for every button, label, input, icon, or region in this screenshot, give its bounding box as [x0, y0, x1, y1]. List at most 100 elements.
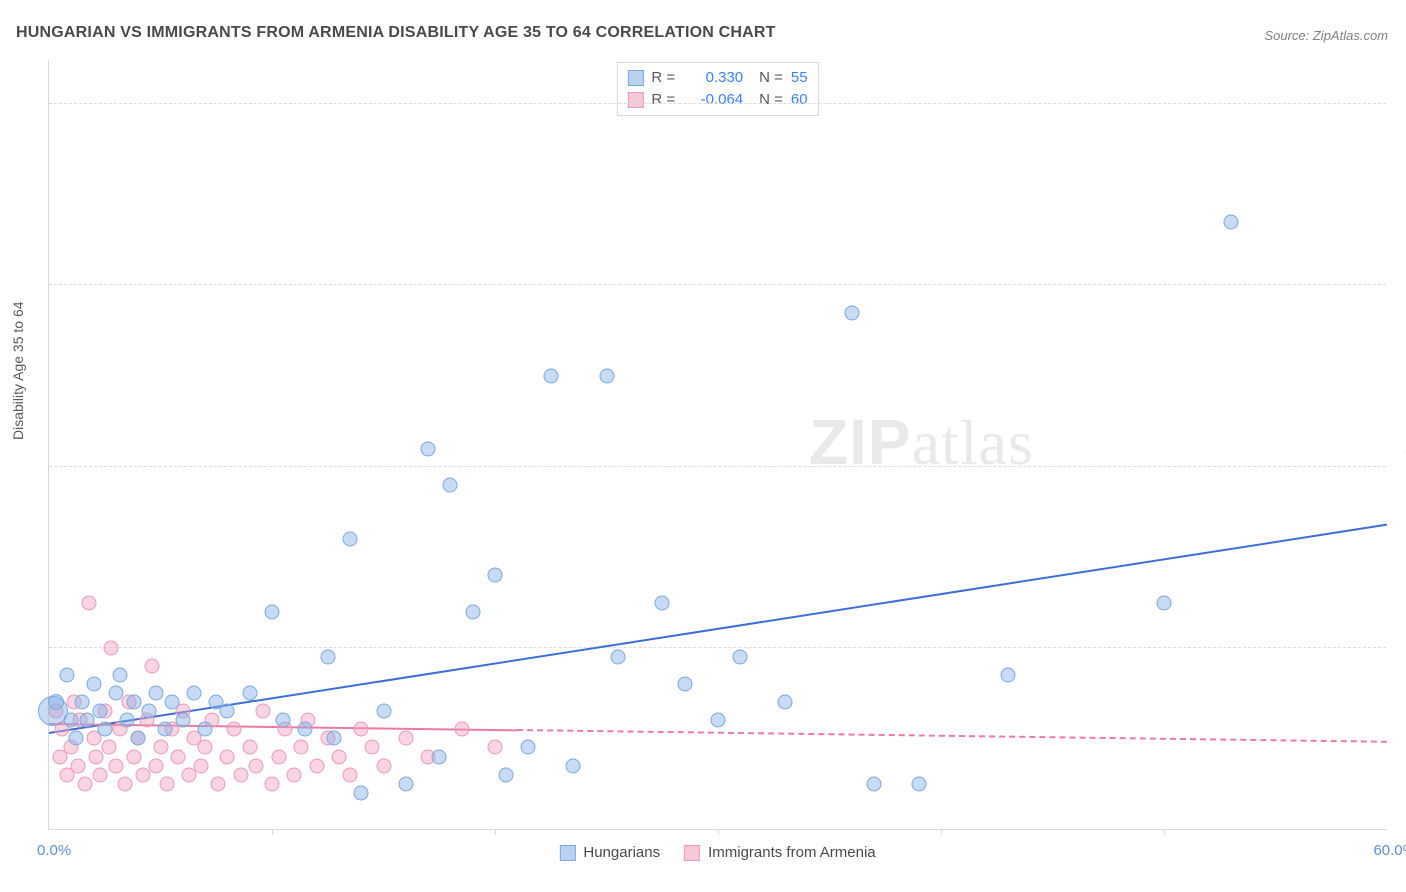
- data-point: [610, 649, 625, 664]
- legend-swatch-0: [559, 845, 575, 861]
- stats-legend-box: R = 0.330 N = 55 R = -0.064 N = 60: [616, 62, 818, 116]
- data-point: [108, 758, 123, 773]
- data-point: [271, 749, 286, 764]
- data-point: [376, 704, 391, 719]
- data-point: [59, 668, 74, 683]
- trend-line: [517, 729, 1387, 743]
- data-point: [117, 776, 132, 791]
- data-point: [844, 305, 859, 320]
- data-point: [227, 722, 242, 737]
- legend-swatch-1: [684, 845, 700, 861]
- watermark-zip: ZIP: [809, 406, 912, 478]
- n-value-1: 60: [791, 89, 808, 111]
- data-point: [543, 369, 558, 384]
- watermark-atlas: atlas: [912, 407, 1034, 478]
- data-point: [276, 713, 291, 728]
- data-point: [75, 695, 90, 710]
- data-point: [354, 785, 369, 800]
- data-point: [144, 658, 159, 673]
- data-point: [102, 740, 117, 755]
- r-label-0: R =: [651, 67, 675, 89]
- gridline: [49, 103, 1386, 104]
- data-point: [149, 758, 164, 773]
- data-point: [320, 649, 335, 664]
- data-point: [77, 776, 92, 791]
- data-point: [131, 731, 146, 746]
- data-point: [488, 568, 503, 583]
- data-point: [142, 704, 157, 719]
- data-point: [521, 740, 536, 755]
- chart-title: HUNGARIAN VS IMMIGRANTS FROM ARMENIA DIS…: [16, 24, 776, 42]
- legend-item-1: Immigrants from Armenia: [684, 844, 876, 861]
- data-point: [220, 749, 235, 764]
- data-point: [599, 369, 614, 384]
- swatch-series-1: [627, 92, 643, 108]
- data-point: [343, 532, 358, 547]
- gridline: [49, 284, 1386, 285]
- data-point: [97, 722, 112, 737]
- data-point: [432, 749, 447, 764]
- plot-area: ZIPatlas R = 0.330 N = 55 R = -0.064 N =…: [48, 60, 1386, 830]
- data-point: [655, 595, 670, 610]
- data-point: [309, 758, 324, 773]
- x-tick: [1164, 829, 1165, 835]
- gridline: [49, 466, 1386, 467]
- data-point: [465, 604, 480, 619]
- legend-label-1: Immigrants from Armenia: [708, 844, 876, 861]
- data-point: [82, 595, 97, 610]
- stats-row-series-0: R = 0.330 N = 55: [627, 67, 807, 89]
- data-point: [157, 722, 172, 737]
- data-point: [1157, 595, 1172, 610]
- data-point: [104, 640, 119, 655]
- data-point: [86, 677, 101, 692]
- n-label-0: N =: [759, 67, 783, 89]
- data-point: [1000, 668, 1015, 683]
- data-point: [566, 758, 581, 773]
- x-tick: [718, 829, 719, 835]
- data-point: [198, 722, 213, 737]
- x-tick: [941, 829, 942, 835]
- data-point: [186, 686, 201, 701]
- data-point: [343, 767, 358, 782]
- bottom-legend: Hungarians Immigrants from Armenia: [559, 844, 875, 861]
- data-point: [777, 695, 792, 710]
- data-point: [454, 722, 469, 737]
- data-point: [733, 649, 748, 664]
- data-point: [488, 740, 503, 755]
- data-point: [677, 677, 692, 692]
- data-point: [135, 767, 150, 782]
- data-point: [120, 713, 135, 728]
- data-point: [198, 740, 213, 755]
- data-point: [398, 731, 413, 746]
- data-point: [421, 441, 436, 456]
- data-point: [287, 767, 302, 782]
- trend-line: [49, 524, 1387, 734]
- data-point: [249, 758, 264, 773]
- data-point: [242, 686, 257, 701]
- source-attribution: Source: ZipAtlas.com: [1264, 28, 1388, 43]
- data-point: [293, 740, 308, 755]
- data-point: [193, 758, 208, 773]
- data-point: [113, 668, 128, 683]
- data-point: [171, 749, 186, 764]
- data-point: [867, 776, 882, 791]
- data-point: [443, 477, 458, 492]
- data-point: [242, 740, 257, 755]
- data-point: [93, 767, 108, 782]
- data-point: [365, 740, 380, 755]
- data-point: [220, 704, 235, 719]
- data-point: [79, 713, 94, 728]
- data-point: [68, 731, 83, 746]
- data-point: [126, 695, 141, 710]
- legend-item-0: Hungarians: [559, 844, 660, 861]
- data-point: [327, 731, 342, 746]
- x-tick-label-min: 0.0%: [37, 842, 71, 859]
- data-point: [398, 776, 413, 791]
- data-point: [265, 604, 280, 619]
- data-point: [93, 704, 108, 719]
- gridline: [49, 647, 1386, 648]
- data-point: [499, 767, 514, 782]
- data-point: [233, 767, 248, 782]
- data-point: [911, 776, 926, 791]
- data-point: [48, 694, 64, 710]
